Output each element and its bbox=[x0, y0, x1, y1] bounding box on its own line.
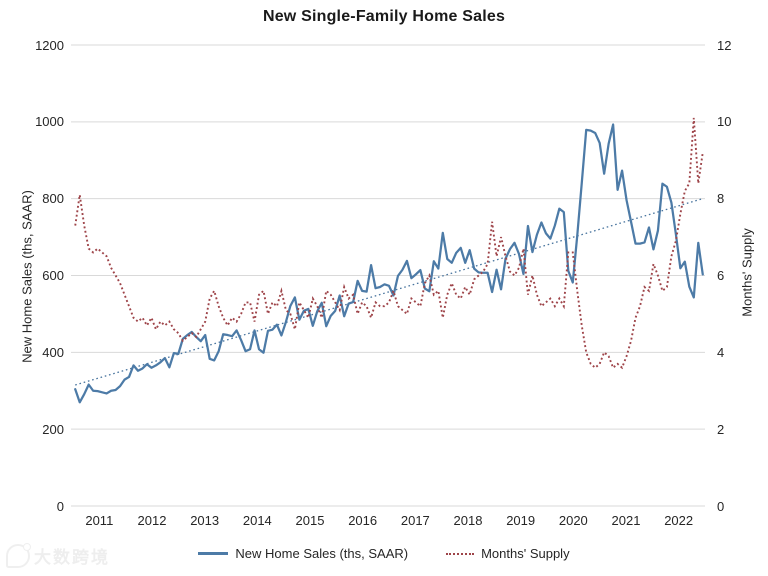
x-tick-label: 2020 bbox=[558, 513, 588, 528]
x-tick-label: 2014 bbox=[242, 513, 272, 528]
watermark: 大数跨境 bbox=[6, 542, 110, 568]
x-tick-label: 2021 bbox=[611, 513, 641, 528]
watermark-text: 大数跨境 bbox=[34, 548, 110, 567]
right-tick-label: 0 bbox=[717, 498, 725, 514]
left-tick-label: 1000 bbox=[35, 114, 64, 130]
left-axis-title: New Home Sales (ths, SAAR) bbox=[19, 190, 35, 363]
right-tick-label: 6 bbox=[717, 268, 725, 283]
chart-legend: New Home Sales (ths, SAAR) Months' Suppl… bbox=[0, 546, 768, 561]
supply-line-series bbox=[74, 117, 704, 370]
legend-item-new-home-sales: New Home Sales (ths, SAAR) bbox=[198, 546, 408, 561]
right-tick-label: 8 bbox=[717, 191, 725, 207]
legend-supply-line-sample-icon bbox=[446, 552, 475, 555]
right-tick-label: 4 bbox=[717, 344, 725, 360]
left-tick-label: 800 bbox=[42, 191, 64, 207]
left-tick-label: 0 bbox=[56, 498, 64, 514]
x-tick-label: 2018 bbox=[453, 513, 483, 528]
right-tick-label: 10 bbox=[717, 114, 732, 130]
legend-item-months-supply: Months' Supply bbox=[446, 546, 570, 561]
legend-sales-label: New Home Sales (ths, SAAR) bbox=[235, 546, 409, 561]
x-tick-label: 2015 bbox=[295, 513, 325, 528]
left-tick-label: 400 bbox=[42, 344, 64, 360]
x-tick-label: 2019 bbox=[506, 513, 536, 528]
right-tick-label: 12 bbox=[717, 37, 732, 53]
x-tick-label: 2017 bbox=[400, 513, 430, 528]
x-tick-label: 2022 bbox=[664, 513, 694, 528]
legend-supply-label: Months' Supply bbox=[481, 546, 570, 561]
sales-line-series bbox=[74, 123, 704, 404]
x-tick-label: 2011 bbox=[85, 513, 114, 528]
x-tick-label: 2013 bbox=[190, 513, 220, 528]
left-tick-label: 200 bbox=[42, 421, 64, 437]
left-tick-label: 600 bbox=[42, 268, 64, 283]
legend-sales-line-sample-icon bbox=[198, 552, 229, 555]
right-tick-label: 2 bbox=[717, 421, 725, 437]
left-tick-label: 1200 bbox=[35, 37, 64, 53]
x-tick-label: 2016 bbox=[348, 513, 378, 528]
right-axis-title: Months' Supply bbox=[739, 228, 755, 317]
x-tick-label: 2012 bbox=[137, 513, 167, 528]
watermark-logo-icon bbox=[6, 542, 31, 568]
chart-title: New Single-Family Home Sales bbox=[262, 8, 506, 25]
